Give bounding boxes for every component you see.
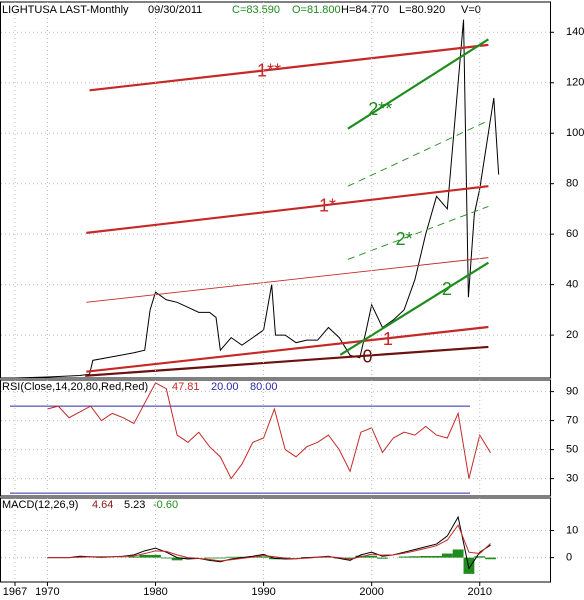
readout: 4.64 xyxy=(92,499,113,511)
price-line xyxy=(14,19,500,379)
readout: O=81.800 xyxy=(292,4,341,16)
trendline xyxy=(86,257,489,303)
y-tick-label: 30 xyxy=(566,473,578,485)
y-tick-label: 100 xyxy=(566,127,584,139)
readout: L=80.920 xyxy=(399,4,445,16)
histogram-bar xyxy=(485,557,496,560)
x-tick-label: 1970 xyxy=(35,586,59,598)
readout: V=0 xyxy=(461,4,481,16)
y-tick-label: 40 xyxy=(566,279,578,291)
histogram-bar xyxy=(409,556,421,558)
histogram-bar xyxy=(225,556,237,558)
trendline xyxy=(339,261,489,356)
histogram-bar xyxy=(182,557,194,559)
x-tick-label: 1980 xyxy=(143,586,167,598)
price-line xyxy=(47,382,491,480)
trendline xyxy=(89,43,489,92)
panel-title: RSI(Close,14,20,80,Red,Red) xyxy=(2,381,148,393)
histogram-bar xyxy=(344,557,356,559)
trendline xyxy=(347,38,489,130)
histogram-bar xyxy=(441,553,453,558)
readout: -0.60 xyxy=(153,499,178,511)
readout: 5.23 xyxy=(124,499,145,511)
histogram-bar xyxy=(160,557,172,559)
histogram-bar xyxy=(150,554,161,558)
y-tick-label: 120 xyxy=(566,77,584,89)
y-tick-label: 90 xyxy=(566,386,578,398)
readout: 47.81 xyxy=(172,381,200,393)
y-tick-label: 10 xyxy=(566,524,578,536)
readout: 80.00 xyxy=(250,381,278,393)
histogram-bar xyxy=(474,556,486,558)
histogram-bar xyxy=(171,557,183,561)
panel-frame xyxy=(0,497,551,583)
histogram-bar xyxy=(323,557,334,558)
panel-title: LIGHTUSA LAST-Monthly xyxy=(2,4,129,16)
y-tick-label: 70 xyxy=(566,415,578,427)
series-line xyxy=(47,524,491,562)
histogram-bar xyxy=(452,549,464,558)
trendline-label: 1* xyxy=(319,196,336,216)
y-tick-label: 80 xyxy=(566,178,578,190)
histogram-bar xyxy=(139,554,151,558)
histogram-bar xyxy=(366,555,378,558)
series-line xyxy=(47,515,491,570)
y-tick-label: 140 xyxy=(566,26,584,38)
readout: 20.00 xyxy=(211,381,239,393)
y-tick-label: 0 xyxy=(566,552,572,564)
histogram-bar xyxy=(398,556,410,558)
readout: 09/30/2011 xyxy=(148,4,202,16)
x-tick-label: 2000 xyxy=(359,586,383,598)
histogram-bar xyxy=(431,555,442,558)
trendline-label: 2** xyxy=(368,99,392,119)
x-tick-label: 1967 xyxy=(3,586,27,598)
histogram-bar xyxy=(258,556,269,558)
trendline-label: 0 xyxy=(362,346,372,366)
readout: H=84.770 xyxy=(341,4,389,16)
histogram-bar xyxy=(377,557,388,559)
readout: C=83.590 xyxy=(232,4,280,16)
panel-frame xyxy=(0,379,551,497)
x-tick-label: 2010 xyxy=(468,586,492,598)
histogram-bar xyxy=(204,557,215,559)
trendline xyxy=(85,345,489,377)
panel-title: MACD(12,26,9) xyxy=(2,499,78,511)
histogram-bar xyxy=(420,555,432,558)
trendline-label: 1 xyxy=(383,329,393,349)
y-tick-label: 60 xyxy=(566,228,578,240)
trendline xyxy=(86,185,489,234)
histogram-bar xyxy=(463,557,475,574)
x-tick-label: 1990 xyxy=(251,586,275,598)
trendline-label: 2* xyxy=(396,229,413,249)
trendline xyxy=(347,120,489,187)
histogram-bar xyxy=(214,557,226,559)
panel-frame xyxy=(0,1,551,379)
y-tick-label: 50 xyxy=(566,444,578,456)
histogram-bar xyxy=(128,556,140,558)
trendline xyxy=(86,325,489,373)
trendline-label: 1** xyxy=(257,61,281,81)
y-tick-label: 20 xyxy=(566,329,578,341)
trendline-label: 2 xyxy=(442,279,452,299)
